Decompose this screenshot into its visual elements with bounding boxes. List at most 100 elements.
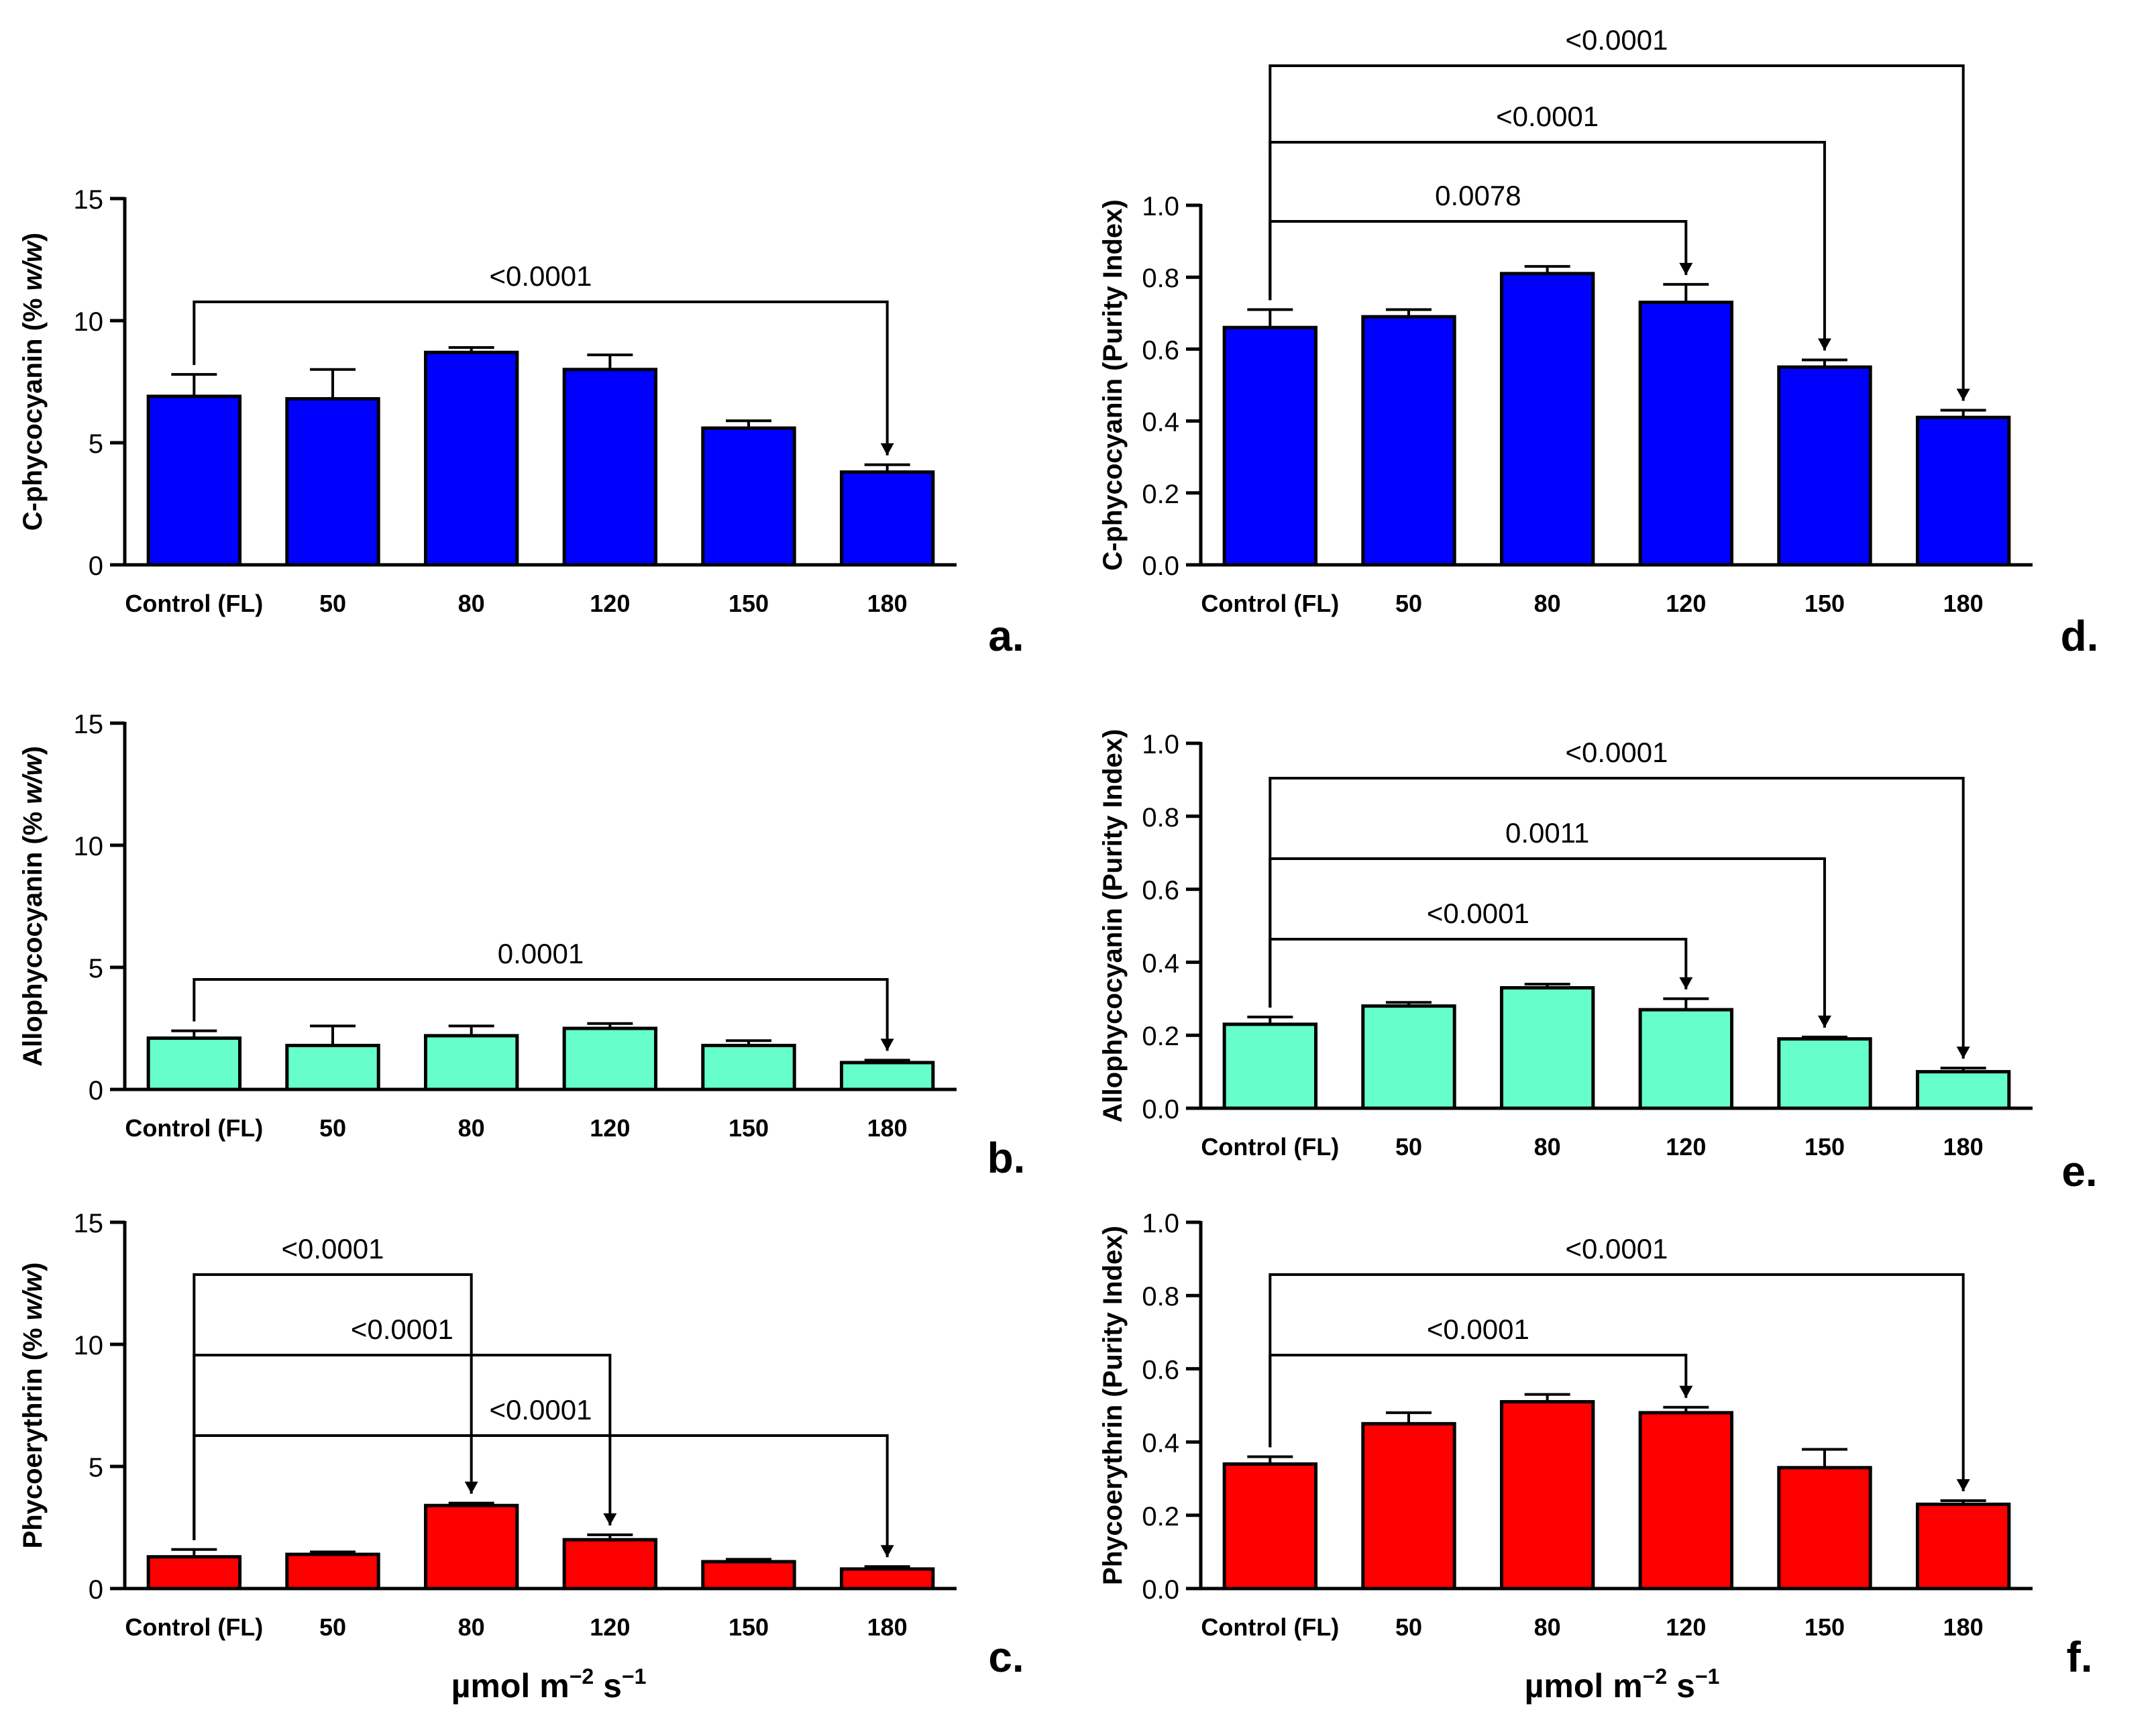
y-axis-title-italic: w/w xyxy=(18,1269,48,1320)
p-value-label: <0.0001 xyxy=(1427,1313,1529,1345)
bar xyxy=(1499,272,1595,567)
x-tick-label: 80 xyxy=(458,1114,485,1142)
bar xyxy=(1222,1022,1318,1110)
x-tick-label: 120 xyxy=(590,590,630,617)
p-value-label: 0.0011 xyxy=(1505,817,1589,849)
x-tick-label: 80 xyxy=(1534,1613,1561,1641)
x-tick-label: 120 xyxy=(1666,1133,1706,1161)
bar xyxy=(1777,1466,1872,1591)
x-tick-label: 150 xyxy=(1804,1133,1845,1161)
bar xyxy=(839,1061,935,1091)
y-axis-title-end: ) xyxy=(18,1263,48,1271)
x-tick-label: Control (FL) xyxy=(125,1613,263,1641)
bar xyxy=(146,1036,242,1091)
x-tick-label: 50 xyxy=(1395,1613,1422,1641)
x-tick-label: 150 xyxy=(729,1114,769,1142)
panel-letter: f. xyxy=(2066,1633,2092,1681)
y-tick-label: 10 xyxy=(74,832,104,861)
y-tick-label: 15 xyxy=(74,1209,104,1238)
x-tick-label: Control (FL) xyxy=(125,590,263,617)
y-tick-label: 10 xyxy=(74,307,104,337)
p-value-label: <0.0001 xyxy=(1566,1233,1668,1265)
bar xyxy=(701,1560,796,1591)
panel-f: 0.0 0.2 0.4 0.6 0.8 1.0 Phycoerythrin (Purity … xyxy=(1098,1209,2093,1681)
p-value-label: 0.0078 xyxy=(1435,180,1521,211)
bar xyxy=(423,350,519,567)
y-axis-title: Allophycocyanin (Purity Index) xyxy=(1098,729,1128,1123)
bar xyxy=(146,1555,242,1591)
bar xyxy=(1499,985,1595,1110)
y-axis-title: Phycoerythrin (Purity Index) xyxy=(1098,1226,1128,1585)
panel-letter: a. xyxy=(988,612,1024,660)
x-tick-label: 50 xyxy=(1395,1133,1422,1161)
bracket-arrowhead xyxy=(1818,1015,1831,1028)
y-tick-label: 0 xyxy=(89,1076,103,1106)
comparison-bracket xyxy=(193,301,889,455)
bar xyxy=(1915,1502,2011,1591)
panel-a: 0 5 10 15 C-phycocyanin (% w/w) Control (FL) 5… xyxy=(18,185,1024,660)
y-tick-label: 0.0 xyxy=(1142,1095,1179,1124)
y-tick-label: 0 xyxy=(89,551,103,581)
bracket-arrowhead xyxy=(1956,1479,1970,1491)
bracket-arrowhead xyxy=(1679,1385,1693,1398)
y-tick-label: 0 xyxy=(89,1575,103,1605)
p-value-label: <0.0001 xyxy=(1566,737,1668,768)
bar xyxy=(562,1026,658,1091)
p-value-label: <0.0001 xyxy=(282,1233,384,1265)
p-value-label: <0.0001 xyxy=(490,1394,592,1426)
p-value-label: <0.0001 xyxy=(351,1313,453,1345)
y-tick-label: 15 xyxy=(74,185,104,215)
bar xyxy=(1915,415,2011,567)
y-tick-label: 5 xyxy=(89,954,103,983)
x-tick-label: 120 xyxy=(1666,1613,1706,1641)
bracket-arrowhead xyxy=(880,443,894,455)
panel-b: 0 5 10 15 Allophycocyanin (% w/w) Control (FL… xyxy=(18,710,1025,1182)
bracket-arrowhead xyxy=(1679,262,1693,275)
x-tick-label: 50 xyxy=(319,590,346,617)
y-axis-title-text: C-phycocyanin (% xyxy=(18,290,48,531)
bracket-arrowhead xyxy=(1679,977,1693,989)
y-tick-label: 0.6 xyxy=(1142,335,1179,365)
panel-e: 0.0 0.2 0.4 0.6 0.8 1.0 Allophycocyanin (Purit… xyxy=(1098,729,2098,1195)
bar xyxy=(1777,1037,1872,1110)
y-tick-label: 0.0 xyxy=(1142,1575,1179,1605)
y-tick-label: 0.8 xyxy=(1142,1282,1179,1311)
x-tick-label: 50 xyxy=(319,1613,346,1641)
x-tick-label: 150 xyxy=(729,1613,769,1641)
bar xyxy=(285,1043,380,1091)
bracket-arrowhead xyxy=(1818,338,1831,351)
x-tick-label: 80 xyxy=(1534,590,1561,617)
comparison-bracket xyxy=(1269,777,1965,1059)
x-tick-label: 50 xyxy=(1395,590,1422,617)
x-tick-label: Control (FL) xyxy=(125,1114,263,1142)
x-tick-label: 180 xyxy=(1943,590,1984,617)
bar xyxy=(285,1552,380,1591)
x-tick-label: 120 xyxy=(590,1613,630,1641)
x-tick-label: Control (FL) xyxy=(1201,1613,1339,1641)
p-value-label: <0.0001 xyxy=(1566,24,1668,56)
x-tick-label: 180 xyxy=(867,1114,908,1142)
y-axis-title: C-phycocyanin (% w/w) xyxy=(18,233,48,531)
x-tick-label: 80 xyxy=(458,1613,485,1641)
y-tick-label: 15 xyxy=(74,710,104,739)
comparison-bracket xyxy=(193,978,889,1051)
comparison-bracket xyxy=(193,1434,889,1558)
bar xyxy=(701,1043,796,1091)
bar xyxy=(1361,315,1456,567)
x-tick-label: 180 xyxy=(867,1613,908,1641)
y-tick-label: 0.2 xyxy=(1142,1022,1179,1051)
bar xyxy=(285,396,380,567)
bracket-arrowhead xyxy=(880,1545,894,1558)
comparison-bracket xyxy=(193,1354,612,1540)
y-axis-title-text: Phycoerythrin (Purity Index) xyxy=(1098,1226,1128,1585)
bar xyxy=(1499,1400,1595,1591)
panel-letter: e. xyxy=(2061,1147,2097,1195)
y-axis-title: Phycoerythrin (% w/w) xyxy=(18,1263,48,1549)
bar xyxy=(839,1567,935,1591)
bar xyxy=(1777,365,1872,567)
bar xyxy=(1222,1462,1318,1591)
x-tick-label: 180 xyxy=(867,590,908,617)
x-tick-label: 80 xyxy=(458,590,485,617)
y-tick-label: 0.6 xyxy=(1142,876,1179,906)
